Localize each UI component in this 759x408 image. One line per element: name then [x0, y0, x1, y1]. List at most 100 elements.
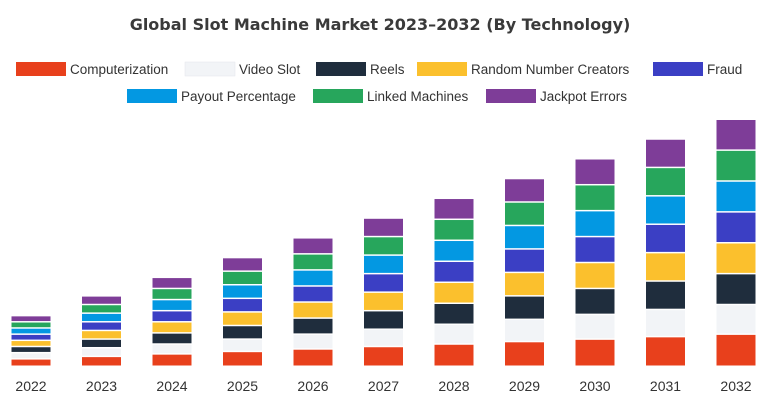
bar-segment[interactable] — [11, 334, 51, 340]
bar-segment[interactable] — [646, 281, 685, 309]
bar-segment[interactable] — [716, 181, 756, 212]
bar-segment[interactable] — [11, 316, 51, 322]
bar-segment[interactable] — [646, 196, 685, 224]
bar-segment[interactable] — [11, 347, 51, 352]
bar-segment[interactable] — [82, 322, 121, 330]
bar-segment[interactable] — [716, 243, 756, 273]
bar-segment[interactable] — [434, 344, 474, 366]
bar-segment[interactable] — [505, 342, 544, 366]
bar-segment[interactable] — [82, 331, 121, 339]
bar-segment[interactable] — [223, 271, 262, 284]
bar-segment[interactable] — [293, 318, 333, 334]
bar-segment[interactable] — [223, 326, 262, 339]
bar-segment[interactable] — [716, 212, 756, 243]
bar-segment[interactable] — [293, 286, 333, 302]
bar-segment[interactable] — [82, 313, 121, 322]
bar-segment[interactable] — [716, 305, 756, 334]
bar-segment[interactable] — [716, 274, 756, 304]
legend-swatch[interactable] — [316, 62, 366, 76]
bar-segment[interactable] — [82, 296, 121, 304]
bar-segment[interactable] — [11, 341, 51, 346]
x-tick-label: 2023 — [86, 378, 117, 394]
bar-segment[interactable] — [646, 337, 685, 366]
bar-segment[interactable] — [82, 357, 121, 366]
bar-segment[interactable] — [11, 328, 51, 334]
bar-segment[interactable] — [152, 354, 192, 366]
bar-segment[interactable] — [293, 334, 333, 349]
legend-label: Reels — [370, 62, 405, 77]
bar-segment[interactable] — [575, 185, 615, 210]
bar-segment[interactable] — [293, 270, 333, 286]
bar-segment[interactable] — [505, 320, 544, 341]
bar-segment[interactable] — [434, 283, 474, 303]
bar-segment[interactable] — [646, 310, 685, 336]
bar-segment[interactable] — [646, 139, 685, 167]
bar-segment[interactable] — [575, 289, 615, 314]
bar-segment[interactable] — [575, 237, 615, 262]
bar-segment[interactable] — [575, 263, 615, 288]
bar-segment[interactable] — [575, 159, 615, 184]
bar-segment[interactable] — [11, 322, 51, 328]
legend-swatch[interactable] — [417, 62, 467, 76]
legend-label: Random Number Creators — [471, 62, 630, 77]
bar-segment[interactable] — [505, 202, 544, 225]
bar-segment[interactable] — [223, 312, 262, 325]
bar-segment[interactable] — [505, 273, 544, 296]
bar-segment[interactable] — [364, 274, 403, 292]
bar-segment[interactable] — [575, 339, 615, 366]
bar-segment[interactable] — [152, 278, 192, 288]
bar-segment[interactable] — [293, 254, 333, 270]
bar-segment[interactable] — [293, 302, 333, 318]
bar-segment[interactable] — [434, 325, 474, 344]
bar-segment[interactable] — [505, 226, 544, 249]
bar-segment[interactable] — [505, 296, 544, 319]
bar-segment[interactable] — [364, 218, 403, 236]
bar-segment[interactable] — [364, 311, 403, 329]
bar-segment[interactable] — [575, 315, 615, 339]
legend-swatch[interactable] — [486, 89, 536, 103]
bar-segment[interactable] — [646, 224, 685, 252]
bar-segment[interactable] — [646, 168, 685, 196]
bar-segment[interactable] — [152, 344, 192, 354]
bar-segment[interactable] — [434, 262, 474, 282]
legend-swatch[interactable] — [653, 62, 703, 76]
bar-segment[interactable] — [716, 120, 756, 150]
legend-swatch[interactable] — [127, 89, 177, 103]
bar-segment[interactable] — [434, 241, 474, 261]
bar-segment[interactable] — [364, 329, 403, 346]
bar-segment[interactable] — [11, 353, 51, 359]
bar-segment[interactable] — [152, 311, 192, 322]
bar-segment[interactable] — [716, 334, 756, 366]
bar-segment[interactable] — [434, 304, 474, 324]
bar-segment[interactable] — [82, 305, 121, 313]
legend-label: Payout Percentage — [181, 89, 296, 104]
bar-segment[interactable] — [434, 199, 474, 219]
bar-segment[interactable] — [364, 237, 403, 255]
bar-segment[interactable] — [152, 333, 192, 344]
bar-segment[interactable] — [82, 339, 121, 347]
bar-segment[interactable] — [223, 258, 262, 271]
bar-segment[interactable] — [82, 348, 121, 356]
bar-segment[interactable] — [223, 285, 262, 298]
bar-segment[interactable] — [223, 299, 262, 312]
bar-segment[interactable] — [505, 249, 544, 272]
legend-swatch[interactable] — [16, 62, 66, 76]
bar-segment[interactable] — [152, 322, 192, 333]
legend-swatch[interactable] — [184, 61, 236, 77]
bar-segment[interactable] — [364, 347, 403, 366]
bar-segment[interactable] — [152, 289, 192, 299]
legend-swatch[interactable] — [313, 89, 363, 103]
bar-segment[interactable] — [364, 292, 403, 310]
bar-segment[interactable] — [11, 359, 51, 366]
bar-segment[interactable] — [223, 339, 262, 351]
bar-segment[interactable] — [646, 253, 685, 281]
bar-segment[interactable] — [293, 349, 333, 366]
bar-segment[interactable] — [364, 255, 403, 273]
bar-segment[interactable] — [152, 300, 192, 310]
bar-segment[interactable] — [505, 179, 544, 202]
bar-segment[interactable] — [223, 352, 262, 366]
bar-segment[interactable] — [716, 150, 756, 181]
bar-segment[interactable] — [575, 211, 615, 236]
bar-segment[interactable] — [434, 220, 474, 240]
bar-segment[interactable] — [293, 238, 333, 254]
